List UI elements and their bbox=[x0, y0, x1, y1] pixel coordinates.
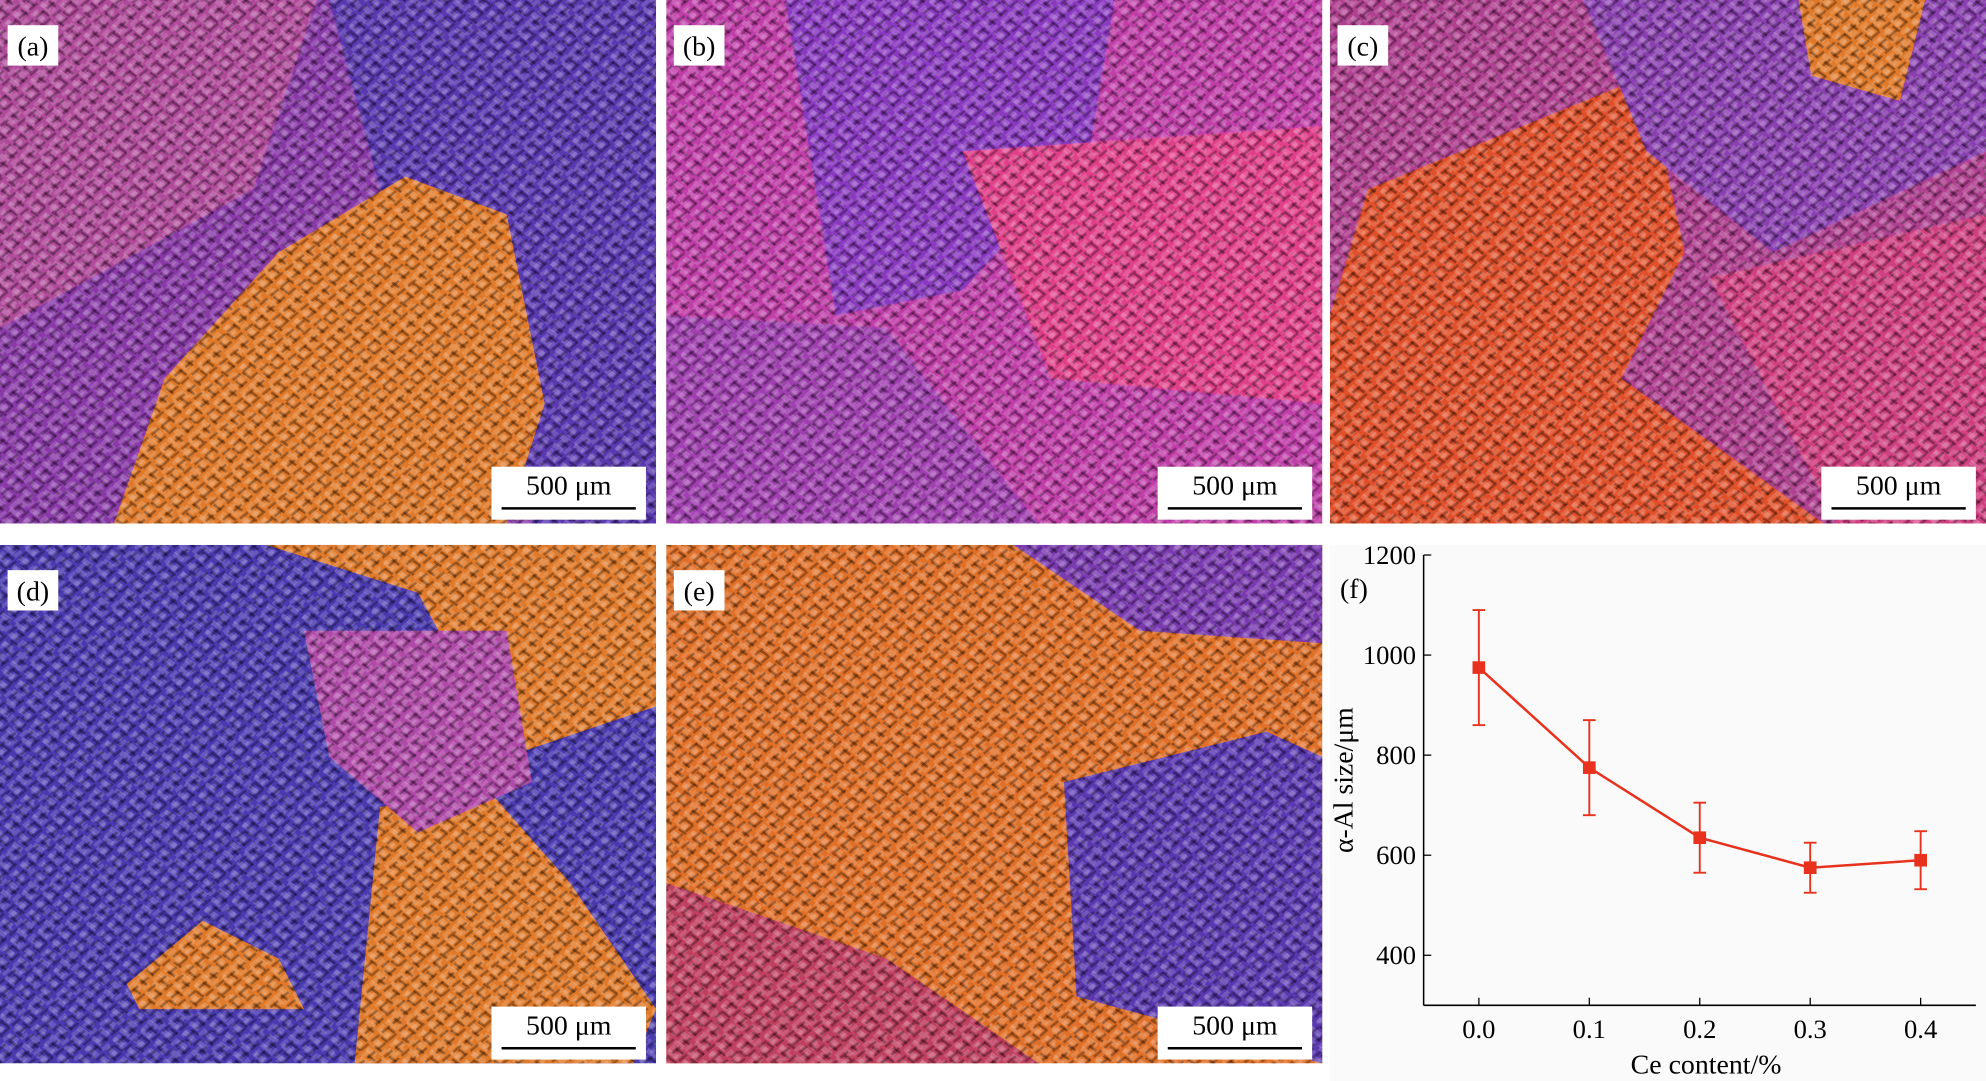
x-tick-label: 0.4 bbox=[1904, 1014, 1937, 1044]
panel-label: (b) bbox=[683, 32, 715, 63]
panel-label: (a) bbox=[17, 32, 48, 63]
scale-bar-box bbox=[491, 1006, 646, 1060]
scale-bar-label: 500 μm bbox=[526, 1010, 612, 1041]
micrograph-body bbox=[0, 544, 657, 1064]
scale-bar-label: 500 μm bbox=[1192, 471, 1278, 502]
micrograph: (e) 500 μm bbox=[666, 544, 1323, 1064]
micrograph-body bbox=[666, 0, 1323, 524]
scale-bar-label: 500 μm bbox=[1192, 1010, 1278, 1041]
micrograph-body bbox=[0, 0, 657, 524]
panel-label-box bbox=[1337, 25, 1389, 66]
dendrite-texture bbox=[0, 544, 657, 1064]
micrograph: (a) 500 μm bbox=[0, 0, 657, 524]
data-point bbox=[1693, 831, 1707, 845]
scale-bar-box bbox=[1821, 466, 1976, 520]
dendrite-texture bbox=[666, 0, 1323, 524]
dendrite-texture bbox=[0, 0, 657, 524]
data-point bbox=[1472, 661, 1486, 674]
micrograph: (b) 500 μm bbox=[666, 0, 1323, 524]
chart-background bbox=[1329, 544, 1986, 1081]
scale-bar-box bbox=[491, 466, 646, 520]
y-tick-label: 800 bbox=[1376, 740, 1416, 770]
micrograph: (c) 500 μm bbox=[1329, 0, 1986, 524]
panel-label-box bbox=[7, 570, 59, 611]
panel-label-box bbox=[673, 570, 725, 611]
scale-bar-label: 500 μm bbox=[526, 471, 612, 502]
y-tick-label: 600 bbox=[1376, 840, 1416, 870]
x-tick-label: 0.3 bbox=[1794, 1014, 1827, 1044]
y-tick-label: 400 bbox=[1376, 940, 1416, 970]
y-axis-label: α-Al size/μm bbox=[1329, 707, 1360, 853]
y-tick-label: 1200 bbox=[1363, 540, 1416, 570]
chart: 400 600 800 1000 1200 0.0 0.1 0.2 0.3 0.4 Ce conte… bbox=[1329, 540, 1986, 1081]
data-point bbox=[1914, 853, 1927, 867]
panel-label: (f) bbox=[1340, 574, 1368, 605]
dendrite-texture bbox=[666, 544, 1323, 1064]
micrograph: (d) 500 μm bbox=[0, 544, 657, 1064]
panel-label-box bbox=[7, 25, 59, 66]
data-point bbox=[1803, 861, 1817, 875]
scale-bar-box bbox=[1157, 1006, 1313, 1060]
micrograph-body bbox=[1329, 0, 1986, 524]
panel-label: (c) bbox=[1347, 32, 1378, 63]
panel-label: (d) bbox=[17, 576, 49, 607]
x-tick-label: 0.1 bbox=[1573, 1014, 1606, 1044]
scale-bar-box bbox=[1157, 466, 1313, 520]
y-tick-label: 1000 bbox=[1363, 640, 1416, 670]
data-point bbox=[1582, 761, 1596, 774]
panel-label-box bbox=[673, 25, 725, 66]
micrograph-body bbox=[666, 544, 1323, 1064]
dendrite-texture bbox=[1329, 0, 1986, 524]
panel-label: (e) bbox=[684, 576, 715, 607]
scale-bar-label: 500 μm bbox=[1856, 471, 1942, 502]
x-tick-label: 0.2 bbox=[1683, 1014, 1716, 1044]
x-tick-label: 0.0 bbox=[1462, 1014, 1495, 1044]
x-axis-label: Ce content/% bbox=[1631, 1049, 1782, 1080]
